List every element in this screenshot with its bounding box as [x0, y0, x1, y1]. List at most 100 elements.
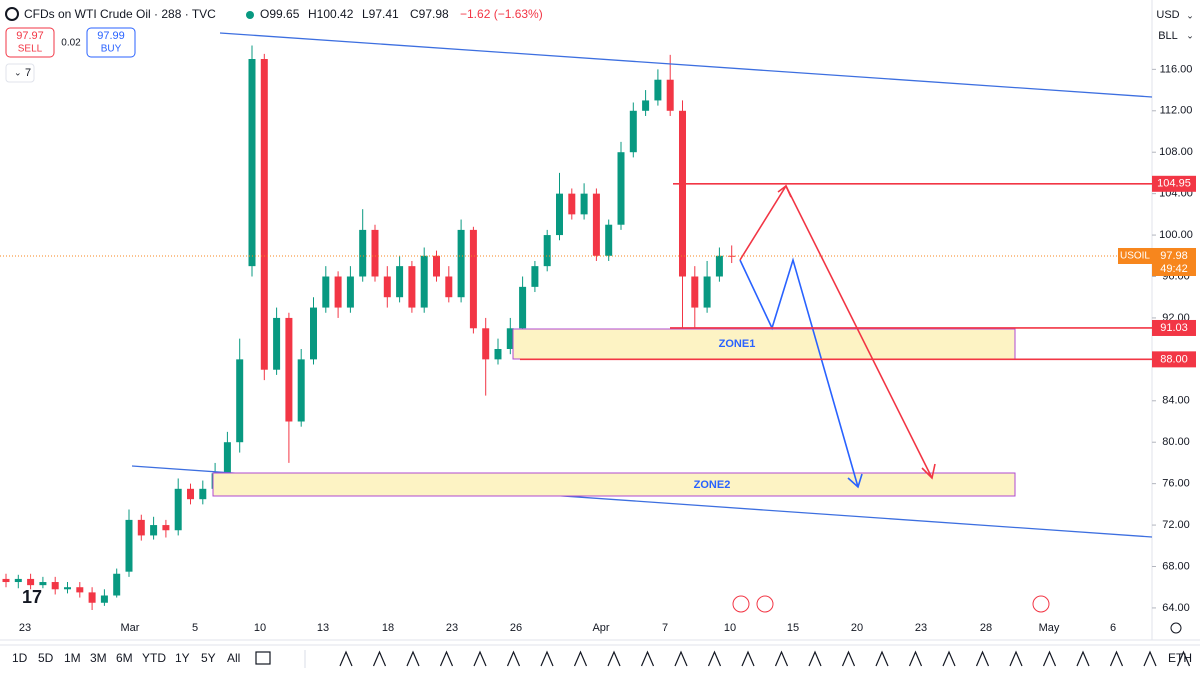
tool-icon[interactable] [1042, 650, 1057, 667]
buy-button[interactable] [86, 27, 136, 58]
zone-label: ZONE2 [694, 479, 731, 491]
event-flag[interactable] [756, 595, 774, 613]
candle-body [187, 488, 194, 500]
candle-body [506, 328, 514, 349]
tool-icon[interactable] [439, 650, 454, 667]
currency[interactable]: USD [1156, 9, 1179, 21]
tool-icon[interactable] [540, 650, 554, 667]
tool-icon[interactable] [741, 650, 755, 667]
candle-body [457, 229, 465, 298]
projection-arrow [739, 257, 859, 488]
sell-button[interactable] [5, 27, 55, 58]
candle-body [310, 307, 317, 360]
event-flag[interactable] [732, 595, 750, 613]
x-tick-label: 10 [724, 622, 736, 634]
timeframe-button[interactable]: 1D [12, 651, 28, 665]
zone [212, 472, 1016, 497]
candle-body [666, 79, 674, 111]
buy-price: 97.99 [97, 30, 125, 42]
unit[interactable]: BLL [1158, 30, 1178, 42]
y-tick-label: 72.00 [1162, 519, 1190, 531]
candle-body [383, 276, 391, 298]
candle-body [408, 266, 416, 308]
timeframe-button[interactable]: 1Y [175, 651, 190, 665]
x-tick-label: 28 [980, 622, 992, 634]
candle-body [51, 582, 59, 590]
candle-body [556, 193, 563, 236]
event-flag[interactable] [1032, 595, 1050, 613]
tool-icon[interactable] [1076, 650, 1090, 667]
tool-icon[interactable] [875, 650, 889, 667]
candle-body [199, 488, 207, 500]
tool-icon[interactable] [908, 650, 923, 667]
symbol-icon [5, 7, 19, 21]
tool-icon[interactable] [808, 650, 822, 667]
timeframe-button[interactable]: 5D [38, 651, 54, 665]
tool-icon[interactable] [975, 650, 990, 667]
tool-icon[interactable] [774, 650, 789, 667]
symbol-title[interactable]: CFDs on WTI Crude Oil · 288 · TVC [24, 7, 216, 21]
session-toggle[interactable]: ETH [1168, 651, 1192, 665]
x-tick-label: 7 [662, 622, 668, 634]
candle-body [371, 229, 379, 277]
candle-body [715, 255, 723, 277]
tool-icon[interactable] [473, 650, 487, 667]
candle-body [469, 229, 477, 329]
tool-icon[interactable] [372, 650, 387, 667]
settings-icon[interactable] [1170, 622, 1182, 634]
tool-icon[interactable] [640, 650, 655, 667]
x-tick-label: 5 [192, 622, 198, 634]
candle-body [27, 578, 35, 586]
chevron: ⌄ [14, 67, 22, 77]
candle-body [248, 59, 256, 267]
tool-icon[interactable] [339, 650, 353, 667]
x-tick-label: 23 [446, 622, 458, 634]
tool-icon[interactable] [1176, 650, 1191, 667]
candle-body [703, 276, 711, 308]
tool-icon[interactable] [841, 650, 856, 667]
tool-icon[interactable] [674, 650, 688, 667]
x-tick-label: Mar [121, 622, 140, 634]
tool-icon[interactable] [607, 650, 621, 667]
price-tag-label: 97.98 [1160, 250, 1188, 262]
tool-icon[interactable] [707, 650, 722, 667]
tool-icon[interactable] [255, 651, 271, 665]
countdown: 49:42 [1160, 263, 1188, 275]
y-tick-label: 80.00 [1162, 436, 1190, 448]
timeframe-button[interactable]: 3M [90, 651, 107, 665]
candle-body [654, 79, 662, 101]
event-flags[interactable] [732, 595, 1050, 613]
tool-icon[interactable] [1143, 650, 1157, 667]
timeframe-button[interactable]: YTD [142, 651, 166, 665]
tool-icon[interactable] [573, 650, 588, 667]
tool-icon[interactable] [506, 650, 521, 667]
tool-icon[interactable] [1109, 650, 1124, 667]
drawing-tools[interactable] [255, 650, 306, 668]
timeframe-button[interactable]: 6M [116, 651, 133, 665]
candle-body [679, 110, 686, 277]
indicators-toggle[interactable] [5, 63, 35, 83]
timeframe-button[interactable]: 5Y [201, 651, 216, 665]
y-tick-label: 112.00 [1160, 105, 1193, 117]
tool-icon[interactable] [1009, 650, 1023, 667]
symbol-tag [1118, 247, 1152, 264]
candle-body [39, 582, 47, 586]
candle-body [629, 110, 637, 153]
x-tick-label: 18 [382, 622, 394, 634]
timeframe-button[interactable]: All [227, 651, 240, 665]
candle-body [445, 276, 453, 298]
tool-icon[interactable] [406, 650, 420, 667]
y-tick-label: 116.00 [1160, 63, 1193, 75]
x-tick-label: May [1039, 622, 1060, 634]
x-tick-label: 6 [1110, 622, 1116, 634]
x-tick-label: 13 [317, 622, 329, 634]
arrow-head [847, 473, 863, 489]
tool-icon[interactable] [942, 650, 956, 667]
level-label: 104.95 [1157, 178, 1191, 190]
candle-body [592, 193, 600, 256]
timeframe-button[interactable]: 1M [64, 651, 81, 665]
candle-body [273, 317, 281, 370]
ohlc-low: L97.41 [362, 7, 399, 21]
candle-body [334, 276, 342, 308]
